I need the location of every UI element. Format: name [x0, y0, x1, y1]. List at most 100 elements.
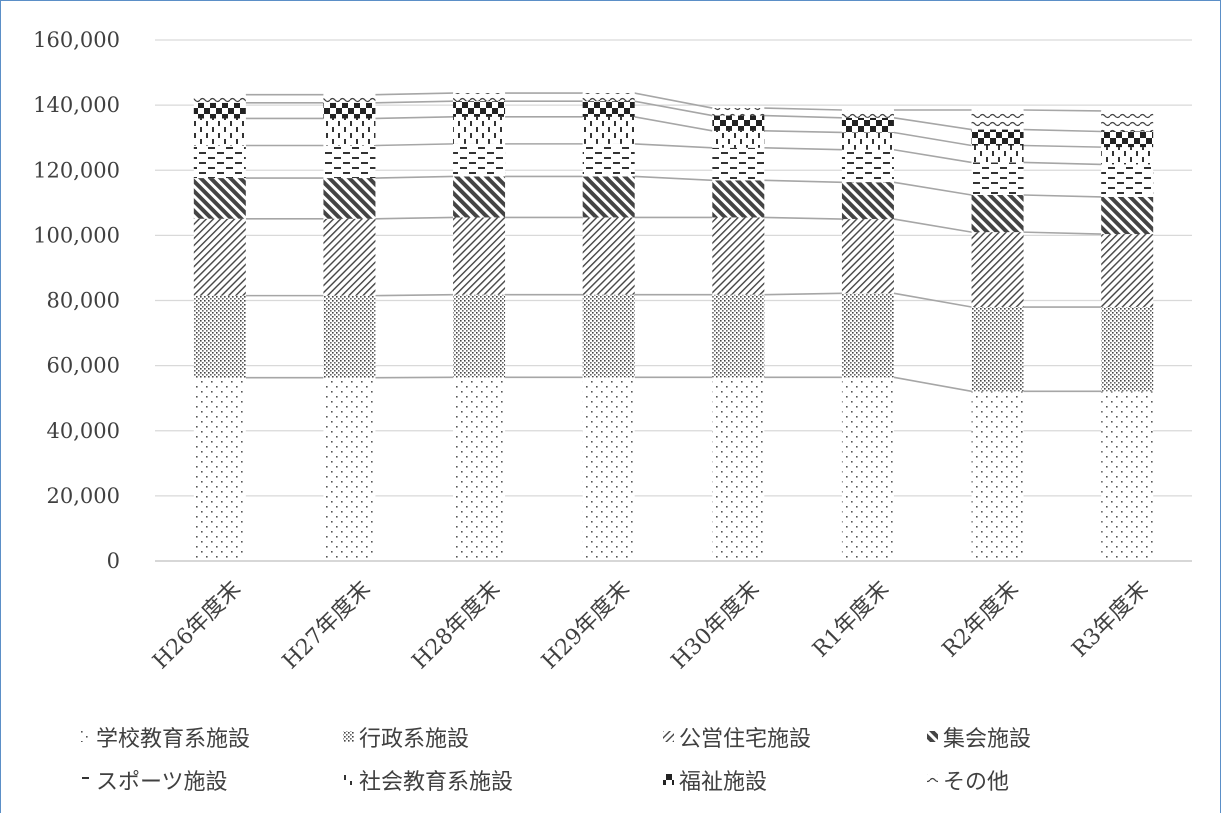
bar-segment	[193, 377, 246, 561]
x-tick-label: H26年度末	[148, 577, 246, 675]
series-line	[634, 143, 713, 149]
bar-segment	[712, 294, 765, 378]
series-line	[764, 292, 842, 296]
bar-segment	[841, 149, 894, 183]
series-4	[193, 176, 1154, 235]
legend-swatch	[663, 731, 674, 742]
bar-segment	[323, 178, 376, 219]
y-tick-label: 0	[107, 549, 120, 573]
legend-label: 集会施設	[943, 727, 1031, 752]
bar-segment	[1101, 110, 1154, 132]
x-tick-label: H27年度末	[278, 577, 376, 675]
series-line	[764, 114, 842, 119]
bar-segment	[582, 377, 635, 561]
y-tick-label: 100,000	[33, 223, 120, 247]
bar-segment	[971, 391, 1024, 561]
y-tick-label: 40,000	[47, 419, 120, 443]
x-tick-label: R1年度末	[808, 577, 894, 663]
series-2	[193, 293, 1154, 392]
bar-segment	[841, 219, 894, 294]
y-tick-label: 60,000	[47, 354, 120, 378]
series-connector-lines	[245, 92, 1102, 393]
bar-segment	[841, 182, 894, 220]
bar-segment	[841, 132, 894, 150]
bar-segment	[841, 377, 894, 561]
series-7	[193, 101, 1154, 148]
bar-segment	[582, 294, 635, 378]
y-axis-ticks: 0 20,000 40,000 60,000 80,000 100,000 120,000 1…	[33, 28, 120, 573]
series-6	[193, 116, 1154, 165]
bar-segment	[1101, 307, 1154, 392]
series-line	[893, 292, 972, 308]
bar-segment	[453, 377, 506, 561]
bar-segment	[453, 143, 506, 177]
legend-swatch	[343, 731, 354, 742]
bar-segment	[712, 108, 765, 116]
legend-swatch	[927, 731, 938, 742]
bar-segment	[841, 110, 894, 118]
x-tick-label: H29年度末	[537, 577, 635, 675]
series-line	[893, 376, 972, 393]
bar-segment	[323, 295, 376, 378]
bar-segment	[323, 118, 376, 146]
series-line	[375, 100, 454, 104]
bar-segment	[193, 178, 246, 219]
legend-swatch	[80, 774, 91, 785]
bar-segment	[323, 377, 376, 561]
bar-segment	[453, 176, 506, 218]
bar-segment	[193, 295, 246, 378]
bar-segment	[712, 115, 765, 131]
bar-segment	[453, 294, 506, 378]
bar-segment	[323, 94, 376, 103]
series-line	[764, 146, 842, 151]
legend-swatch	[80, 731, 91, 742]
series-1	[193, 377, 1154, 561]
legend-item: その他	[927, 770, 1009, 795]
bar-segment	[323, 145, 376, 179]
series-line	[764, 179, 842, 184]
bar-segment	[971, 145, 1024, 163]
legend-swatch	[663, 774, 674, 785]
bar-segment	[453, 116, 506, 144]
bar-segment	[712, 130, 765, 148]
legend-label: スポーツ施設	[96, 770, 228, 795]
series-line	[764, 216, 842, 220]
legend-item: 集会施設	[927, 727, 1031, 752]
series-line	[893, 148, 972, 164]
bar-segment	[1101, 234, 1154, 308]
x-tick-label: R2年度末	[938, 577, 1024, 663]
bar-segment	[1101, 196, 1154, 235]
legend-label: 学校教育系施設	[96, 727, 250, 752]
legend-swatch	[343, 774, 354, 785]
bar-segment	[841, 117, 894, 133]
legend-label: その他	[943, 770, 1009, 795]
bar-segment	[193, 94, 246, 103]
series-line	[1023, 231, 1102, 235]
bar-segment	[453, 93, 506, 102]
bar-segment	[971, 194, 1024, 233]
series-line	[1023, 109, 1102, 112]
bar-segment	[193, 145, 246, 179]
series-line	[764, 130, 842, 134]
legend-label: 社会教育系施設	[359, 770, 513, 795]
bar-segment	[582, 116, 635, 144]
bar-segment	[971, 110, 1024, 130]
y-tick-label: 20,000	[47, 484, 120, 508]
legend-item: 行政系施設	[343, 727, 469, 752]
legend-label: 福祉施設	[679, 770, 767, 795]
y-tick-label: 120,000	[33, 158, 120, 182]
bar-segment	[971, 232, 1024, 308]
series-line	[893, 117, 972, 131]
series-line	[764, 107, 842, 111]
bar-segment	[453, 101, 506, 117]
series-5	[193, 143, 1154, 197]
y-tick-label: 160,000	[33, 28, 120, 52]
bar-segment	[1101, 164, 1154, 197]
legend-item: 公営住宅施設	[663, 727, 811, 752]
legend-item: 社会教育系施設	[343, 770, 513, 795]
legend-label: 行政系施設	[359, 727, 469, 752]
series-3	[193, 217, 1154, 308]
series-line	[375, 92, 454, 96]
